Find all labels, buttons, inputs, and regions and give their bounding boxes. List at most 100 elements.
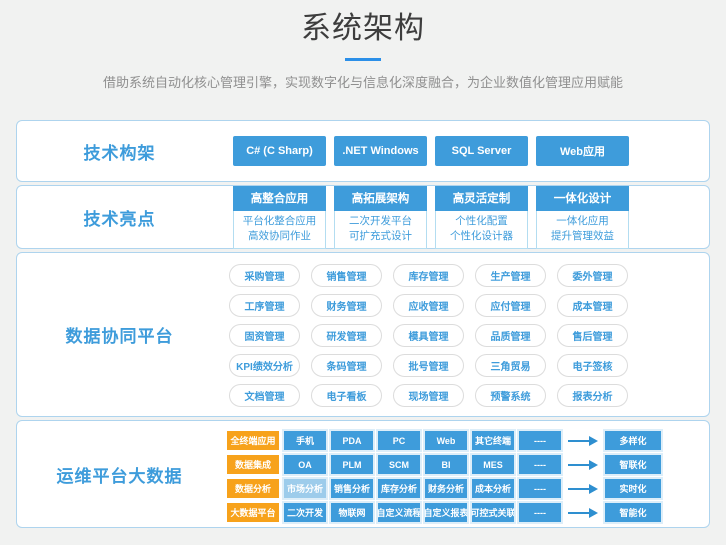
tech-button-csharp: C# (C Sharp)	[233, 136, 326, 166]
ops-row-integration: 数据集成 OA PLM SCM BI MES ---- 智联化	[227, 455, 661, 474]
highlight-card-title: 高拓展架构	[334, 185, 427, 211]
tech-button-sqlserver: SQL Server	[435, 136, 528, 166]
ops-item: ----	[519, 431, 561, 450]
ops-row-analysis: 数据分析 市场分析 销售分析 库存分析 财务分析 成本分析 ---- 实时化	[227, 479, 661, 498]
ops-item: MES	[472, 455, 514, 474]
highlight-card-title: 高整合应用	[233, 185, 326, 211]
panel-label-data-platform: 数据协同平台	[65, 327, 174, 346]
ops-item: 二次开发	[284, 503, 326, 522]
highlight-card: 高拓展架构 二次开发平台 可扩充式设计	[334, 185, 427, 249]
panel-ops-bigdata: 运维平台大数据 全终端应用 手机 PDA PC Web 其它终端 ---- 多样…	[16, 420, 710, 528]
highlight-card: 一体化设计 一体化应用 提升管理效益	[536, 185, 629, 249]
module-grid: 采购管理 销售管理 库存管理 生产管理 委外管理 工序管理 财务管理 应收管理 …	[222, 253, 628, 416]
title-underline	[345, 58, 381, 61]
highlight-card: 高整合应用 平台化整合应用 高效协同作业	[233, 185, 326, 249]
highlight-card-line: 平台化整合应用	[242, 214, 317, 227]
highlight-card-line: 提升管理效益	[551, 229, 614, 242]
ops-item: ----	[519, 455, 561, 474]
module-chip: 文档管理	[229, 384, 300, 407]
highlight-card-title: 一体化设计	[536, 185, 629, 211]
panel-label-tech-highlights: 技术亮点	[83, 209, 156, 229]
ops-item: 其它终端	[472, 431, 514, 450]
ops-row-bigdata-platform: 大数据平台 二次开发 物联网 自定义流程 自定义报表 可控式关联 ---- 智能…	[227, 503, 661, 522]
module-chip: 报表分析	[557, 384, 628, 407]
ops-item: 可控式关联	[472, 503, 514, 522]
highlight-card-line: 个性化设计器	[450, 229, 513, 242]
tech-framework-buttons: C# (C Sharp) .NET Windows SQL Server Web…	[222, 136, 629, 166]
module-chip: 电子签核	[557, 354, 628, 377]
ops-item: 库存分析	[378, 479, 420, 498]
ops-item: 成本分析	[472, 479, 514, 498]
page-subtitle: 借助系统自动化核心管理引擎，实现数字化与信息化深度融合，为企业数值化管理应用赋能	[102, 75, 623, 90]
highlight-card-line: 个性化配置	[455, 214, 508, 227]
module-chip: 财务管理	[311, 294, 382, 317]
module-chip: 批号管理	[393, 354, 464, 377]
ops-item: 市场分析	[284, 479, 326, 498]
module-chip: 现场管理	[393, 384, 464, 407]
module-chip: 成本管理	[557, 294, 628, 317]
tech-button-web: Web应用	[536, 136, 629, 166]
ops-item: 财务分析	[425, 479, 467, 498]
tech-highlight-cards: 高整合应用 平台化整合应用 高效协同作业 高拓展架构 二次开发平台 可扩充式设计…	[222, 185, 629, 249]
arrow-right-icon	[568, 435, 598, 447]
arrow-right-icon	[568, 507, 598, 519]
ops-category: 大数据平台	[227, 503, 279, 522]
module-chip: 电子看板	[311, 384, 382, 407]
ops-item: 自定义报表	[425, 503, 467, 522]
module-chip: 采购管理	[229, 264, 300, 287]
module-chip: 售后管理	[557, 324, 628, 347]
ops-item: PC	[378, 431, 420, 450]
panel-tech-highlights: 技术亮点 高整合应用 平台化整合应用 高效协同作业 高拓展架构 二次开发平台 可…	[16, 185, 710, 249]
ops-item: 手机	[284, 431, 326, 450]
highlight-card-title: 高灵活定制	[435, 185, 528, 211]
highlight-card: 高灵活定制 个性化配置 个性化设计器	[435, 185, 528, 249]
highlight-card-line: 二次开发平台	[349, 214, 412, 227]
module-chip: 研发管理	[311, 324, 382, 347]
highlight-card-line: 高效协同作业	[248, 229, 311, 242]
ops-item: PDA	[331, 431, 373, 450]
ops-item: SCM	[378, 455, 420, 474]
module-chip: 生产管理	[475, 264, 546, 287]
ops-category: 数据集成	[227, 455, 279, 474]
module-chip: 库存管理	[393, 264, 464, 287]
ops-item: 自定义流程	[378, 503, 420, 522]
ops-item: Web	[425, 431, 467, 450]
ops-row-terminals: 全终端应用 手机 PDA PC Web 其它终端 ---- 多样化	[227, 431, 661, 450]
ops-result: 智能化	[605, 503, 661, 522]
module-chip: 工序管理	[229, 294, 300, 317]
module-chip: 预警系统	[475, 384, 546, 407]
ops-item: PLM	[331, 455, 373, 474]
module-chip: 模具管理	[393, 324, 464, 347]
highlight-card-line: 可扩充式设计	[349, 229, 412, 242]
module-chip: 委外管理	[557, 264, 628, 287]
page-header: 系统架构 借助系统自动化核心管理引擎，实现数字化与信息化深度融合，为企业数值化管…	[0, 0, 726, 90]
module-chip: 品质管理	[475, 324, 546, 347]
ops-result: 多样化	[605, 431, 661, 450]
ops-item: ----	[519, 503, 561, 522]
ops-category: 数据分析	[227, 479, 279, 498]
tech-button-dotnet: .NET Windows	[334, 136, 427, 166]
ops-category: 全终端应用	[227, 431, 279, 450]
panel-tech-framework: 技术构架 C# (C Sharp) .NET Windows SQL Serve…	[16, 120, 710, 182]
panel-label-tech-framework: 技术构架	[83, 143, 156, 163]
module-chip: 销售管理	[311, 264, 382, 287]
ops-item: BI	[425, 455, 467, 474]
arrow-right-icon	[568, 483, 598, 495]
ops-item: ----	[519, 479, 561, 498]
ops-item: 物联网	[331, 503, 373, 522]
ops-result: 实时化	[605, 479, 661, 498]
ops-item: 销售分析	[331, 479, 373, 498]
module-chip: 应付管理	[475, 294, 546, 317]
ops-rows: 全终端应用 手机 PDA PC Web 其它终端 ---- 多样化 数据集成 O…	[222, 421, 661, 527]
module-chip: 三角贸易	[475, 354, 546, 377]
panel-label-ops-bigdata: 运维平台大数据	[56, 466, 183, 486]
ops-item: OA	[284, 455, 326, 474]
panel-data-platform: 数据协同平台 采购管理 销售管理 库存管理 生产管理 委外管理 工序管理 财务管…	[16, 252, 710, 417]
module-chip: 应收管理	[393, 294, 464, 317]
highlight-card-line: 一体化应用	[556, 214, 609, 227]
arrow-right-icon	[568, 459, 598, 471]
page-title: 系统架构	[301, 12, 425, 45]
module-chip: 固资管理	[229, 324, 300, 347]
ops-result: 智联化	[605, 455, 661, 474]
module-chip: 条码管理	[311, 354, 382, 377]
